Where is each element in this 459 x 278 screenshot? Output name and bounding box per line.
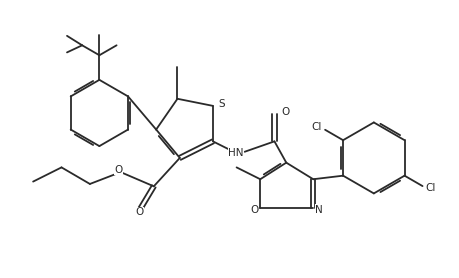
Text: N: N: [315, 205, 323, 215]
Text: O: O: [281, 107, 289, 117]
Text: Cl: Cl: [311, 122, 322, 132]
Text: O: O: [251, 205, 259, 215]
Text: HN: HN: [228, 148, 244, 158]
Text: O: O: [114, 165, 123, 175]
Text: O: O: [135, 207, 144, 217]
Text: Cl: Cl: [426, 183, 436, 193]
Text: S: S: [218, 98, 225, 108]
